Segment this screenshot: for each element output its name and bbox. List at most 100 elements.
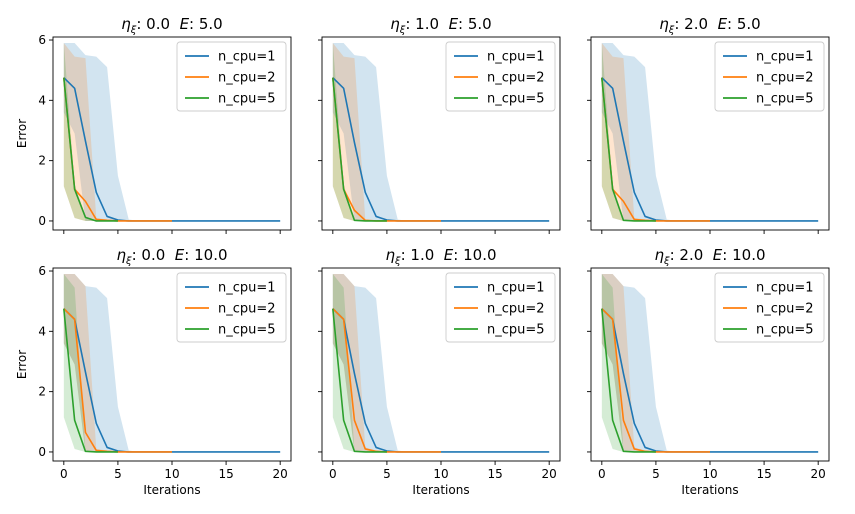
legend-box [176, 272, 287, 343]
plot-area [63, 43, 281, 222]
e-symbol: E [708, 15, 728, 33]
y-tick-label: 4 [38, 93, 46, 107]
panel-2: ηξ: 1.0 E: 5.0 n_cpu=1 n_cpu=2 n_cpu=5 [318, 15, 561, 234]
band-n_cpu-2 [601, 274, 710, 452]
legend-label: n_cpu=5 [756, 323, 814, 338]
title-e-value: 10.0 [732, 246, 765, 264]
eta-symbol: η [654, 246, 664, 264]
panel-title: ηξ: 2.0 E: 10.0 [654, 246, 765, 267]
e-symbol: E [434, 246, 454, 264]
title-e-value: 5.0 [737, 15, 761, 33]
legend-label: n_cpu=5 [756, 92, 814, 107]
series-line-n_cpu-5 [332, 308, 387, 453]
title-e-value: 10.0 [463, 246, 496, 264]
y-tick-label: 6 [38, 264, 46, 278]
x-tick-label: 15 [756, 467, 771, 481]
plot-area [332, 274, 550, 453]
title-e-value: 5.0 [468, 15, 492, 33]
xi-subscript: ξ [668, 25, 675, 36]
legend-label: n_cpu=1 [756, 281, 814, 296]
series-line-n_cpu-5 [601, 308, 656, 453]
band-n_cpu-2 [63, 274, 172, 452]
band-n_cpu-2 [332, 43, 441, 221]
eta-symbol: η [385, 246, 395, 264]
legend-label: n_cpu=5 [487, 92, 545, 107]
x-tick-label: 0 [60, 467, 68, 481]
eta-symbol: η [390, 15, 400, 33]
title-e-value: 10.0 [194, 246, 227, 264]
plot-area [601, 274, 819, 453]
eta-symbol: η [659, 15, 669, 33]
band-n_cpu-1 [332, 43, 550, 221]
x-tick-label: 0 [329, 467, 337, 481]
y-axis-label: Error [15, 350, 29, 379]
band-n_cpu-5 [332, 274, 387, 452]
xi-subscript: ξ [130, 25, 137, 36]
x-tick-label: 10 [433, 467, 448, 481]
title-eta-value: 0.0 [141, 246, 165, 264]
panel-title: ηξ: 0.0 E: 5.0 [121, 15, 222, 36]
x-tick-label: 10 [702, 467, 717, 481]
x-tick-label: 10 [164, 467, 179, 481]
x-tick-label: 20 [273, 467, 288, 481]
band-n_cpu-1 [63, 274, 281, 452]
legend: n_cpu=1 n_cpu=2 n_cpu=5 [445, 272, 556, 343]
band-n_cpu-2 [63, 43, 172, 221]
e-symbol: E [703, 246, 723, 264]
title-eta-value: 1.0 [415, 15, 439, 33]
panel-3: ηξ: 2.0 E: 5.0 n_cpu=1 n_cpu=2 n_cpu=5 [587, 15, 830, 234]
legend-box [445, 272, 556, 343]
legend: n_cpu=1 n_cpu=2 n_cpu=5 [176, 41, 287, 112]
legend-label: n_cpu=1 [218, 50, 276, 65]
band-n_cpu-1 [63, 43, 281, 221]
band-n_cpu-2 [332, 274, 441, 452]
legend-label: n_cpu=2 [756, 71, 814, 86]
xi-subscript: ξ [399, 25, 406, 36]
x-tick-label: 5 [114, 467, 122, 481]
x-tick-label: 0 [598, 467, 606, 481]
title-eta-value: 2.0 [679, 246, 703, 264]
legend-label: n_cpu=2 [218, 302, 276, 317]
legend-label: n_cpu=5 [218, 323, 276, 338]
title-eta-value: 0.0 [146, 15, 170, 33]
legend-box [176, 41, 287, 112]
plot-area [601, 43, 819, 222]
x-axis-label: Iterations [143, 483, 200, 497]
band-n_cpu-2 [601, 43, 710, 221]
e-symbol: E [165, 246, 185, 264]
band-n_cpu-5 [601, 274, 656, 452]
panel-1: ηξ: 0.0 E: 5.00246Errorn_cpu=1n_cpu=2n_c… [15, 15, 292, 234]
legend: n_cpu=1 n_cpu=2 n_cpu=5 [445, 41, 556, 112]
series-line-n_cpu-5 [63, 77, 118, 222]
title-eta-value: 1.0 [410, 246, 434, 264]
eta-symbol: η [121, 15, 131, 33]
legend-label: n_cpu=5 [218, 92, 276, 107]
x-tick-label: 15 [487, 467, 502, 481]
band-n_cpu-1 [332, 274, 550, 452]
panel-title: ηξ: 1.0 E: 5.0 [390, 15, 491, 36]
band-n_cpu-1 [601, 43, 819, 221]
legend-box [445, 41, 556, 112]
y-axis-label: Error [15, 119, 29, 148]
title-e-value: 5.0 [199, 15, 223, 33]
x-axis-label: Iterations [412, 483, 469, 497]
y-tick-label: 0 [38, 445, 46, 459]
panel-title: ηξ: 1.0 E: 10.0 [385, 246, 496, 267]
legend-label: n_cpu=2 [487, 71, 545, 86]
legend: n_cpu=1 n_cpu=2 n_cpu=5 [176, 272, 287, 343]
legend-label: n_cpu=1 [218, 281, 276, 296]
legend: n_cpu=1 n_cpu=2 n_cpu=5 [714, 272, 825, 343]
y-tick-label: 2 [38, 154, 46, 168]
band-n_cpu-5 [63, 274, 118, 452]
x-tick-label: 20 [542, 467, 557, 481]
legend-label: n_cpu=2 [218, 71, 276, 86]
legend-label: n_cpu=2 [756, 302, 814, 317]
y-tick-label: 2 [38, 385, 46, 399]
x-tick-label: 5 [383, 467, 391, 481]
y-tick-label: 0 [38, 214, 46, 228]
xi-subscript: ξ [125, 256, 132, 267]
series-line-n_cpu-5 [332, 77, 387, 222]
series-line-n_cpu-5 [63, 308, 118, 453]
y-tick-label: 4 [38, 324, 46, 338]
